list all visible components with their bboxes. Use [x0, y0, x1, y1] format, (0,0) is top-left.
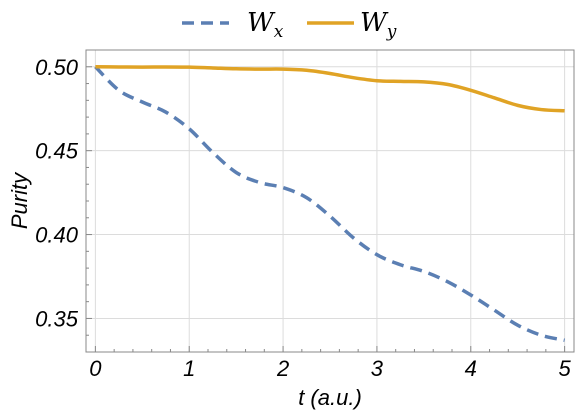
x-tick-labels: 0 1 2 3 4 5: [89, 356, 571, 381]
x-tick-label-4: 4: [465, 356, 477, 381]
x-tick-label-3: 3: [371, 356, 384, 381]
x-tick-label-0: 0: [89, 356, 102, 381]
legend-label-wy: Wy: [360, 8, 397, 42]
series-line-wy: [95, 65, 565, 113]
x-tick-label-1: 1: [183, 356, 195, 381]
y-axis-label: Purity: [7, 171, 32, 229]
x-axis-label: t (a.u.): [298, 385, 362, 410]
plot-frame: [85, 49, 575, 353]
legend: Wx Wy: [182, 8, 397, 42]
x-tick-label-5: 5: [558, 356, 571, 381]
series-line-wx: [94, 65, 565, 342]
series-lines: [94, 65, 565, 342]
grid: [86, 50, 574, 352]
legend-label-wx: Wx: [247, 8, 284, 42]
y-tick-labels: 0.35 0.40 0.45 0.50: [35, 55, 79, 332]
y-tick-label-0: 0.35: [35, 306, 79, 331]
x-tick-label-2: 2: [276, 356, 289, 381]
y-tick-label-1: 0.40: [35, 223, 79, 248]
y-tick-label-2: 0.45: [35, 139, 79, 164]
minor-ticks: [86, 66, 566, 352]
y-tick-label-3: 0.50: [35, 55, 79, 80]
